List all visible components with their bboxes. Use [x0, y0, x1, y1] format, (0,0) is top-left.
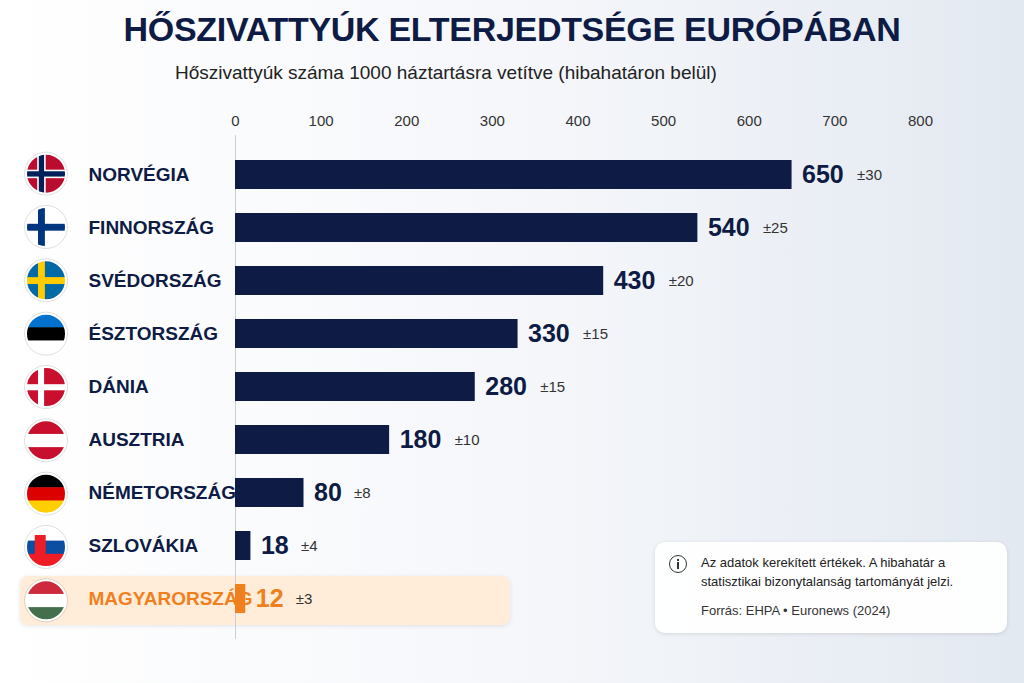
svg-text:12: 12	[256, 584, 284, 612]
svg-text:200: 200	[394, 112, 419, 129]
svg-text:80: 80	[314, 478, 342, 506]
svg-text:400: 400	[565, 112, 590, 129]
svg-text:±30: ±30	[857, 166, 882, 183]
svg-text:650: 650	[802, 160, 844, 188]
svg-text:100: 100	[309, 112, 334, 129]
svg-text:FINNORSZÁG: FINNORSZÁG	[89, 217, 215, 238]
svg-text:0: 0	[231, 112, 239, 129]
svg-text:±4: ±4	[301, 537, 318, 554]
svg-text:±15: ±15	[540, 378, 565, 395]
svg-text:AUSZTRIA: AUSZTRIA	[89, 429, 185, 450]
html-text:Forrás: EHPA • Euronews (2024): Forrás: EHPA • Euronews (2024)	[701, 602, 891, 618]
svg-text:DÁNIA: DÁNIA	[89, 376, 149, 397]
svg-text:±3: ±3	[296, 590, 313, 607]
svg-text:±15: ±15	[583, 325, 608, 342]
svg-text:±25: ±25	[763, 219, 788, 236]
svg-text:330: 330	[528, 319, 570, 347]
svg-text:±20: ±20	[669, 272, 694, 289]
svg-text:NÉMETORSZÁG: NÉMETORSZÁG	[89, 482, 236, 503]
html-text:Hőszivattyúk száma 1000 háztar: Hőszivattyúk száma 1000 háztartásra vetí…	[175, 62, 717, 83]
svg-text:430: 430	[614, 266, 656, 294]
svg-text:18: 18	[261, 531, 289, 559]
svg-text:500: 500	[651, 112, 676, 129]
svg-text:300: 300	[480, 112, 505, 129]
svg-text:SVÉDORSZÁG: SVÉDORSZÁG	[89, 270, 222, 291]
svg-text:600: 600	[737, 112, 762, 129]
html-text:HŐSZIVATTYÚK ELTERJEDTSÉGE EUR: HŐSZIVATTYÚK ELTERJEDTSÉGE EURÓPÁBAN	[123, 10, 901, 48]
svg-text:ÉSZTORSZÁG: ÉSZTORSZÁG	[89, 323, 219, 344]
html-text:Az adatok kerekített értékek.: Az adatok kerekített értékek. A hibahatá…	[701, 555, 954, 589]
svg-text:700: 700	[822, 112, 847, 129]
svg-text:±10: ±10	[455, 431, 480, 448]
svg-text:±8: ±8	[354, 484, 371, 501]
svg-text:MAGYARORSZÁG: MAGYARORSZÁG	[89, 588, 253, 609]
svg-text:SZLOVÁKIA: SZLOVÁKIA	[89, 535, 199, 556]
svg-text:540: 540	[708, 213, 750, 241]
svg-text:NORVÉGIA: NORVÉGIA	[89, 164, 190, 185]
svg-text:800: 800	[908, 112, 933, 129]
svg-text:280: 280	[485, 372, 527, 400]
svg-text:180: 180	[400, 425, 442, 453]
